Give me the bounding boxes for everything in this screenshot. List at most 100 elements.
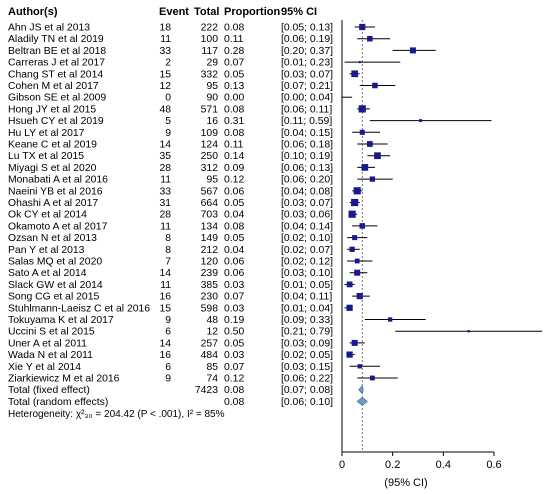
study-event: 9 bbox=[165, 374, 171, 385]
study-author: Okamoto A et al 2017 bbox=[8, 221, 108, 232]
study-author: Cohen M et al 2017 bbox=[8, 81, 99, 92]
study-event: 11 bbox=[160, 280, 171, 291]
study-proportion: 0.08 bbox=[224, 221, 244, 232]
study-proportion: 0.00 bbox=[224, 93, 244, 104]
study-ci: [0.06; 0.13] bbox=[281, 163, 333, 174]
study-author: Keane C et al 2019 bbox=[8, 140, 97, 151]
study-author: Miyagi S et al 2020 bbox=[8, 163, 97, 174]
study-box bbox=[359, 129, 365, 135]
study-proportion: 0.12 bbox=[224, 175, 244, 186]
study-event: 14 bbox=[159, 338, 171, 349]
study-total: 230 bbox=[201, 292, 219, 303]
study-total: 29 bbox=[206, 58, 218, 69]
study-author: Tokuyama K et al 2017 bbox=[8, 315, 114, 326]
study-event: 16 bbox=[159, 292, 171, 303]
study-proportion: 0.04 bbox=[224, 245, 244, 256]
study-box bbox=[349, 246, 355, 252]
study-event: 8 bbox=[165, 233, 171, 244]
study-ci: [0.02; 0.10] bbox=[281, 233, 333, 244]
study-ci: [0.04; 0.15] bbox=[281, 128, 333, 139]
study-proportion: 0.06 bbox=[224, 186, 244, 197]
study-proportion: 0.13 bbox=[224, 81, 244, 92]
study-event: 7 bbox=[165, 257, 171, 268]
study-proportion: 0.11 bbox=[224, 34, 244, 45]
study-total: 257 bbox=[201, 338, 219, 349]
study-author: Ok CY et al 2014 bbox=[8, 210, 87, 221]
study-event: 15 bbox=[159, 303, 171, 314]
study-total: 85 bbox=[206, 362, 218, 373]
study-box bbox=[357, 364, 362, 369]
study-ci: [0.01; 0.23] bbox=[281, 58, 333, 69]
study-ci: [0.06; 0.20] bbox=[281, 175, 333, 186]
study-total: 109 bbox=[201, 128, 219, 139]
study-event: 48 bbox=[159, 104, 171, 115]
study-proportion: 0.06 bbox=[224, 257, 244, 268]
random-effects-proportion: 0.08 bbox=[224, 397, 244, 408]
study-proportion: 0.31 bbox=[224, 116, 244, 127]
study-ci: [0.06; 0.11] bbox=[281, 104, 332, 115]
study-author: Sato A et al 2014 bbox=[8, 268, 87, 279]
study-ci: [0.03; 0.06] bbox=[281, 210, 333, 221]
study-proportion: 0.14 bbox=[224, 151, 244, 162]
study-author: Aladily TN et al 2019 bbox=[8, 34, 104, 45]
study-event: 6 bbox=[165, 327, 171, 338]
study-box bbox=[367, 35, 373, 42]
study-box bbox=[409, 47, 416, 54]
study-event: 18 bbox=[159, 23, 171, 34]
study-ci: [0.10; 0.19] bbox=[281, 151, 333, 162]
study-total: 149 bbox=[201, 233, 219, 244]
study-box bbox=[358, 61, 361, 64]
study-author: Song CG et al 2015 bbox=[8, 292, 99, 303]
study-total: 571 bbox=[201, 104, 219, 115]
study-box bbox=[351, 70, 359, 78]
study-event: 28 bbox=[159, 210, 171, 221]
study-total: 48 bbox=[206, 315, 218, 326]
study-proportion: 0.07 bbox=[224, 362, 244, 373]
study-total: 95 bbox=[206, 175, 218, 186]
study-proportion: 0.06 bbox=[224, 268, 244, 279]
study-total: 12 bbox=[206, 327, 218, 338]
study-proportion: 0.03 bbox=[224, 280, 244, 291]
study-ci: [0.04; 0.08] bbox=[281, 186, 333, 197]
study-box bbox=[370, 375, 375, 381]
study-event: 12 bbox=[159, 81, 171, 92]
study-ci: [0.11; 0.59] bbox=[281, 116, 332, 127]
study-box bbox=[387, 317, 393, 322]
study-total: 664 bbox=[201, 198, 219, 209]
study-author: Uccini S et al 2015 bbox=[8, 327, 95, 338]
random-effects-diamond bbox=[356, 397, 368, 406]
study-ci: [0.03; 0.07] bbox=[281, 198, 333, 209]
study-proportion: 0.08 bbox=[224, 104, 244, 115]
study-event: 16 bbox=[159, 350, 171, 361]
study-box bbox=[374, 152, 381, 160]
heterogeneity-text: Heterogeneity: χ²₃₀ = 204.42 (P < .001),… bbox=[8, 409, 225, 420]
study-author: Hsueh CY et al 2019 bbox=[8, 116, 104, 127]
study-total: 250 bbox=[201, 151, 219, 162]
study-author: Slack GW et al 2014 bbox=[8, 280, 103, 291]
study-author: Ohashi A et al 2017 bbox=[8, 198, 98, 209]
fixed-effect-ci: [0.07; 0.08] bbox=[281, 385, 333, 396]
study-ci: [0.01; 0.04] bbox=[281, 303, 333, 314]
study-proportion: 0.05 bbox=[224, 233, 244, 244]
study-author: Hu LY et al 2017 bbox=[8, 128, 85, 139]
study-author: Uner A et al 2011 bbox=[8, 338, 87, 349]
study-total: 120 bbox=[201, 257, 219, 268]
fixed-effect-label: Total (fixed effect) bbox=[8, 385, 90, 396]
study-author: Chang ST et al 2014 bbox=[8, 69, 103, 80]
study-total: 100 bbox=[201, 34, 219, 45]
study-ci: [0.01; 0.05] bbox=[281, 280, 333, 291]
study-event: 14 bbox=[159, 268, 171, 279]
study-box bbox=[351, 339, 358, 346]
study-total: 124 bbox=[201, 140, 219, 151]
study-proportion: 0.05 bbox=[224, 338, 244, 349]
study-total: 239 bbox=[201, 268, 219, 279]
random-effects-label: Total (random effects) bbox=[8, 397, 108, 408]
study-total: 312 bbox=[201, 163, 219, 174]
study-author: Gibson SE et al 2009 bbox=[8, 93, 106, 104]
study-proportion: 0.04 bbox=[224, 210, 244, 221]
header-proportion: Proportion bbox=[224, 6, 280, 18]
study-event: 0 bbox=[165, 93, 171, 104]
study-box bbox=[348, 210, 356, 218]
study-ci: [0.03; 0.10] bbox=[281, 268, 333, 279]
fixed-effect-proportion: 0.08 bbox=[224, 385, 244, 396]
